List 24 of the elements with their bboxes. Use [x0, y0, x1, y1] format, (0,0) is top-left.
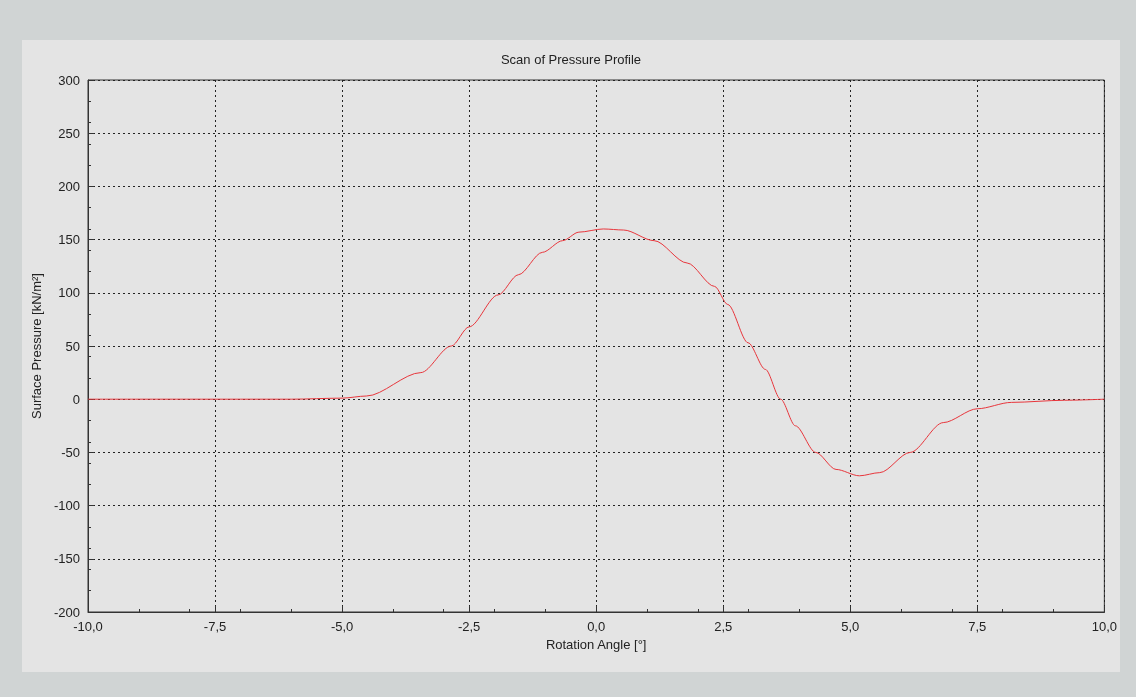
y-tick-label: 50	[65, 338, 80, 354]
x-tick-label: 0,0	[587, 619, 606, 634]
x-tick-label: 10,0	[1091, 619, 1118, 634]
x-tick-label: -2,5	[457, 619, 481, 634]
line-series	[87, 228, 1105, 477]
x-tick-label: 5,0	[841, 619, 860, 634]
y-tick-label: 100	[58, 285, 80, 301]
y-tick-label: 0	[72, 391, 80, 407]
x-tick-label: 7,5	[968, 619, 987, 634]
y-tick-label: -50	[61, 444, 80, 460]
x-axis-title: Rotation Angle [°]	[545, 636, 647, 652]
y-tick-label: 200	[58, 178, 80, 194]
y-tick-label: -200	[53, 604, 80, 620]
y-tick-label: 250	[58, 125, 80, 141]
x-tick-label: -7,5	[203, 619, 227, 634]
x-tick-label: 2,5	[714, 619, 733, 634]
y-tick-label: 300	[58, 72, 80, 88]
y-tick-label: -150	[53, 551, 80, 567]
y-tick-label: 150	[58, 232, 80, 248]
y-tick-label: -100	[53, 498, 80, 514]
y-axis-title: Surface Pressure [kN/m²]	[29, 273, 45, 419]
chart-title: Scan of Pressure Profile	[500, 52, 642, 67]
x-tick-label: -10,0	[73, 619, 103, 634]
x-tick-label: -5,0	[330, 619, 354, 634]
